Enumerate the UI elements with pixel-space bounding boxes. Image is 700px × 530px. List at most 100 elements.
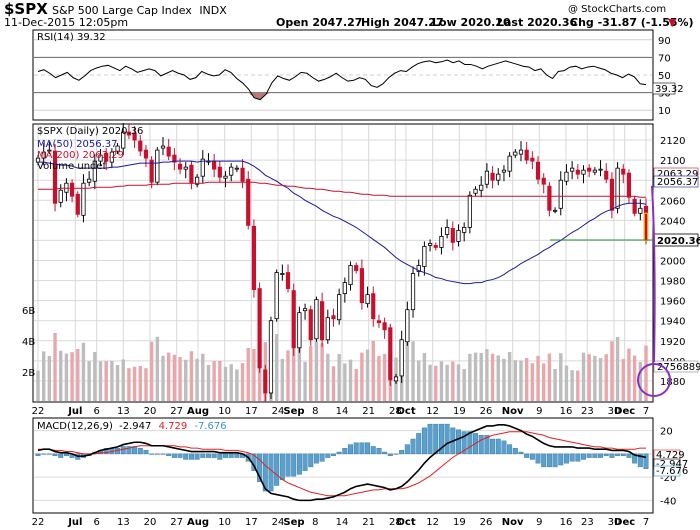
ma200-legend: MA(200) 2063.29 (37, 150, 124, 161)
candle-body (87, 178, 92, 183)
price-x-tick-label: 12 (426, 406, 439, 417)
macd-signal-tag-label: 4.729 (656, 450, 685, 461)
candle-body (274, 272, 279, 320)
candle-body (445, 226, 450, 235)
volume-value-label: 2756889 (657, 362, 700, 373)
macd-histogram-bar (416, 433, 422, 455)
volume-bar (326, 353, 330, 401)
macd-histogram-bar (507, 444, 513, 455)
macd-histogram-bar (535, 453, 541, 464)
volume-bar (496, 355, 500, 401)
macd-histogram-bar (421, 427, 427, 455)
high-value: High 2047.27 (361, 16, 444, 29)
volume-bar (291, 337, 296, 401)
macd-x-tick-label: 20 (144, 517, 157, 528)
macd-histogram-bar (149, 453, 155, 455)
macd-histogram-bar (404, 444, 410, 455)
rsi-series (37, 59, 647, 101)
volume-bar (93, 352, 97, 401)
price-x-tick-label: 13 (117, 406, 130, 417)
volume-bar (104, 361, 108, 401)
volume-bar (604, 354, 608, 401)
candle-body (564, 171, 569, 182)
macd-hist-tag-label: -7.676 (656, 466, 688, 477)
candle-body (212, 160, 217, 170)
candle-body (58, 189, 63, 203)
volume-bar (201, 353, 205, 401)
candle-body (359, 268, 364, 304)
volume-bar (343, 363, 347, 401)
macd-histogram-bar (501, 440, 507, 455)
macd-x-tick-label: 10 (218, 517, 231, 528)
price-tick-label: 1940 (660, 317, 685, 328)
price-x-tick-label: 10 (218, 406, 231, 417)
macd-histogram-bar (376, 448, 382, 455)
candle-body (189, 164, 194, 184)
price-x-tick-label: Aug (187, 406, 209, 417)
candle-body (575, 169, 580, 175)
macd-x-tick-label: 12 (426, 517, 439, 528)
price-x-tick-label: 8 (312, 406, 318, 417)
volume-bar (110, 361, 114, 401)
macd-histogram-bar (296, 453, 302, 475)
macd-histogram-bar (268, 453, 274, 492)
macd-x-tick-label: 21 (362, 517, 375, 528)
macd-histogram-bar (126, 446, 132, 455)
volume-bar (462, 369, 466, 401)
macd-histogram-bar (529, 453, 535, 460)
volume-bar (138, 366, 142, 401)
candle-body (382, 322, 387, 331)
candle-body (558, 179, 563, 209)
volume-bar (53, 333, 57, 401)
candle-body (501, 169, 507, 173)
candle-body (427, 243, 433, 246)
volume-bar (513, 360, 518, 401)
macd-histogram-bar (478, 435, 484, 455)
candle-body (433, 245, 438, 248)
macd-histogram-bar (274, 453, 280, 486)
volume-bar (64, 353, 69, 401)
volume-bar (98, 361, 103, 401)
price-x-tick-label: Jul (67, 406, 82, 417)
macd-x-tick-label: Sep (283, 517, 304, 528)
volume-bar (456, 364, 461, 401)
volume-bar (166, 352, 171, 401)
candle-body (297, 312, 302, 349)
macd-histogram-bar (586, 453, 592, 458)
volume-bar (41, 351, 46, 401)
macd-x-tick-label: 24 (272, 517, 285, 528)
candle-body (200, 158, 205, 177)
macd-x-tick-label: 13 (117, 517, 130, 528)
candle-body (410, 273, 416, 311)
rsi-title: RSI(14) 39.32 (37, 32, 106, 43)
watermark: @ StockCharts.com (568, 4, 666, 15)
candle-body (320, 301, 325, 341)
volume-bar (371, 341, 375, 401)
candle-body (257, 288, 262, 369)
macd-histogram-bar (632, 453, 638, 464)
price-panel-frame (32, 123, 654, 403)
price-tick-label: 1960 (660, 297, 685, 308)
volume-bar (337, 354, 341, 401)
candle-body (194, 176, 200, 185)
candle-body (535, 161, 541, 180)
volume-bar (507, 352, 512, 401)
macd-panel-frame (32, 417, 654, 514)
macd-histogram-bar (512, 448, 518, 455)
macd-x-tick-label: Nov (502, 517, 524, 528)
price-x-tick-label: 7 (643, 406, 649, 417)
volume-bar (365, 349, 370, 401)
volume-bar (297, 341, 302, 401)
macd-histogram-bar (461, 431, 467, 455)
candle-body (308, 309, 313, 341)
volume-bar (223, 366, 228, 401)
volume-bar (314, 341, 319, 401)
volume-bar (212, 361, 216, 401)
candle-body (160, 145, 166, 149)
macd-x-tick-label: Jul (67, 517, 82, 528)
volume-bar (127, 368, 131, 401)
macd-histogram-bar (524, 453, 530, 458)
candle-body (479, 184, 484, 191)
candle-body (484, 170, 490, 185)
macd-x-tick-label: Aug (187, 517, 209, 528)
